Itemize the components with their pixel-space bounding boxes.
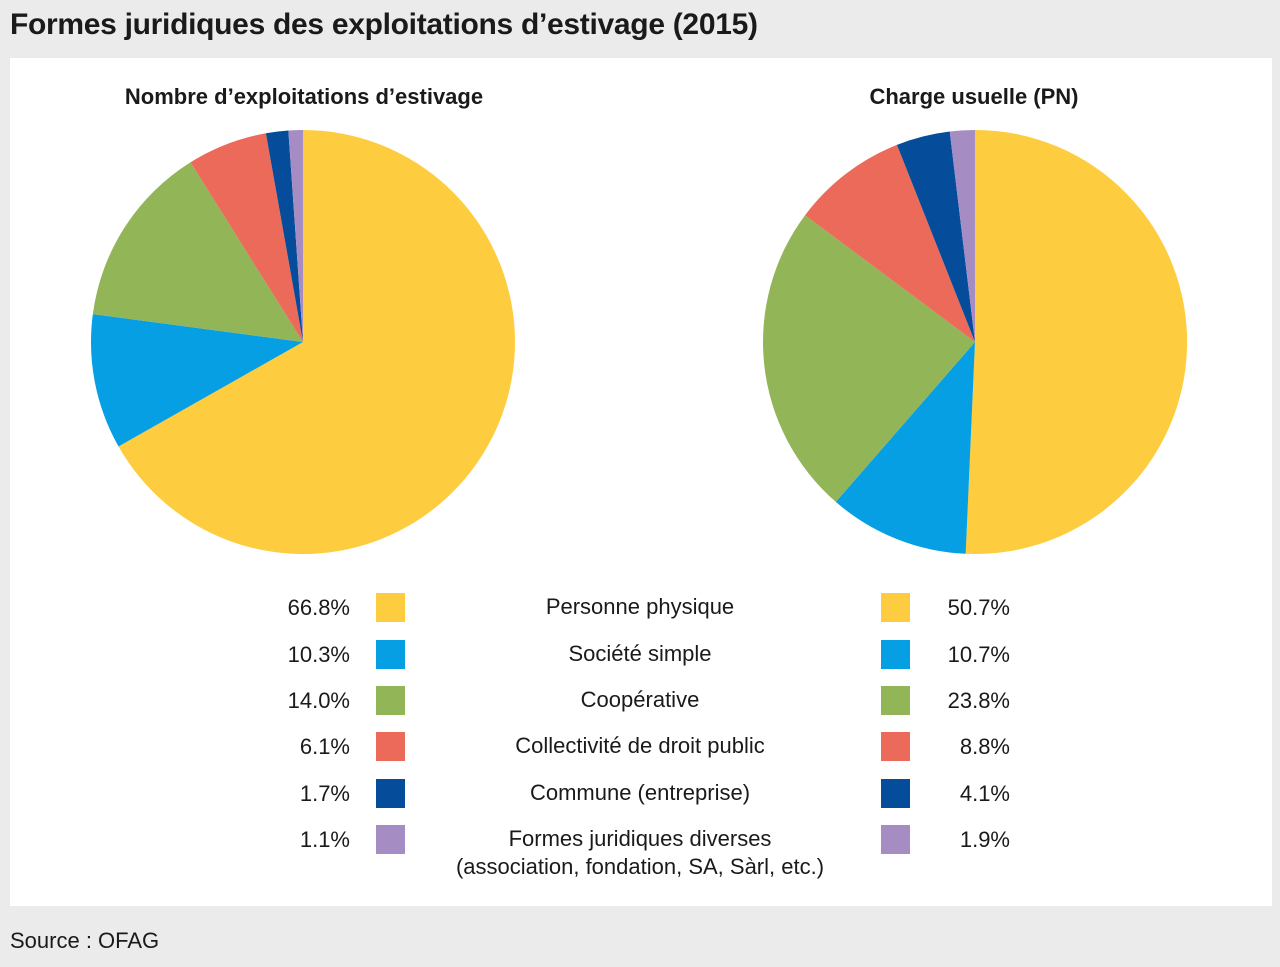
- right-pie-slice-3: [762, 215, 975, 502]
- left-pie-slice-2: [90, 314, 303, 447]
- right-pie-slice-6: [949, 130, 975, 342]
- legend-category-label: Société simple: [430, 640, 850, 668]
- right-value-label: 50.7%: [947, 595, 1010, 620]
- legend-swatch-left: [376, 640, 405, 669]
- right-chart-title: Charge usuelle (PN): [869, 84, 1079, 109]
- left-value-label: 10.3%: [287, 642, 350, 667]
- right-value-label: 8.8%: [959, 734, 1010, 759]
- right-pie-slice-4: [805, 144, 975, 342]
- pie-chart-charge-usuelle: [762, 129, 1188, 554]
- legend-category-name: Coopérative: [580, 687, 700, 712]
- left-chart-title: Nombre d’exploitations d’estivage: [124, 84, 484, 109]
- left-value-label: 1.1%: [299, 827, 350, 852]
- legend-swatch-left: [376, 732, 405, 761]
- legend-swatch-right: [881, 640, 910, 669]
- legend-swatch-right: [881, 686, 910, 715]
- left-pie-slice-1: [118, 130, 515, 554]
- legend-category-detail: (association, fondation, SA, Sàrl, etc.): [455, 854, 825, 879]
- left-pie-slice-3: [92, 162, 303, 342]
- legend-category-label: Collectivité de droit public: [430, 732, 850, 760]
- legend-swatch-right: [881, 732, 910, 761]
- right-value-label: 4.1%: [959, 781, 1010, 806]
- page-title: Formes juridiques des exploitations d’es…: [10, 8, 758, 41]
- chart-panel: Nombre d’exploitations d’estivage Charge…: [10, 58, 1272, 906]
- legend-category-label: Formes juridiques diverses (association, …: [430, 825, 850, 881]
- pie-chart-exploitations: [90, 130, 515, 554]
- right-pie-slice-5: [896, 131, 975, 342]
- legend-category-label: Commune (entreprise): [430, 779, 850, 807]
- legend-category-name: Société simple: [568, 641, 712, 666]
- legend-swatch-left: [376, 825, 405, 854]
- legend-category-label: Personne physique: [430, 593, 850, 621]
- legend-swatch-right: [881, 779, 910, 808]
- left-value-label: 14.0%: [287, 688, 350, 713]
- source-note: Source : OFAG: [10, 928, 160, 953]
- legend-row: 14.0% Coopérative 23.8%: [10, 686, 1272, 718]
- legend-category-label: Coopérative: [430, 686, 850, 714]
- legend-swatch-right: [881, 825, 910, 854]
- legend-row: 1.7% Commune (entreprise) 4.1%: [10, 779, 1272, 811]
- left-value-label: 66.8%: [287, 595, 350, 620]
- legend-row: 66.8% Personne physique 50.7%: [10, 593, 1272, 625]
- legend-category-name: Collectivité de droit public: [515, 733, 765, 758]
- left-pie-slice-5: [265, 130, 303, 342]
- legend-row: 10.3% Société simple 10.7%: [10, 640, 1272, 672]
- left-value-label: 1.7%: [299, 781, 350, 806]
- legend-swatch-right: [881, 593, 910, 622]
- legend-category-name: Personne physique: [545, 594, 735, 619]
- legend-category-name: Commune (entreprise): [529, 780, 751, 805]
- legend-swatch-left: [376, 686, 405, 715]
- left-pie-slice-4: [190, 133, 303, 342]
- right-pie-slice-1: [965, 129, 1188, 554]
- left-value-label: 6.1%: [299, 734, 350, 759]
- legend-row: 6.1% Collectivité de droit public 8.8%: [10, 732, 1272, 764]
- legend-swatch-left: [376, 593, 405, 622]
- legend-swatch-left: [376, 779, 405, 808]
- left-pie-slice-6: [288, 130, 303, 342]
- legend-row: 1.1% Formes juridiques diverses (associati…: [10, 825, 1272, 879]
- right-pie-slice-2: [835, 342, 975, 554]
- right-value-label: 1.9%: [959, 827, 1010, 852]
- legend-category-name: Formes juridiques diverses: [508, 826, 772, 851]
- right-value-label: 10.7%: [947, 642, 1010, 667]
- right-value-label: 23.8%: [947, 688, 1010, 713]
